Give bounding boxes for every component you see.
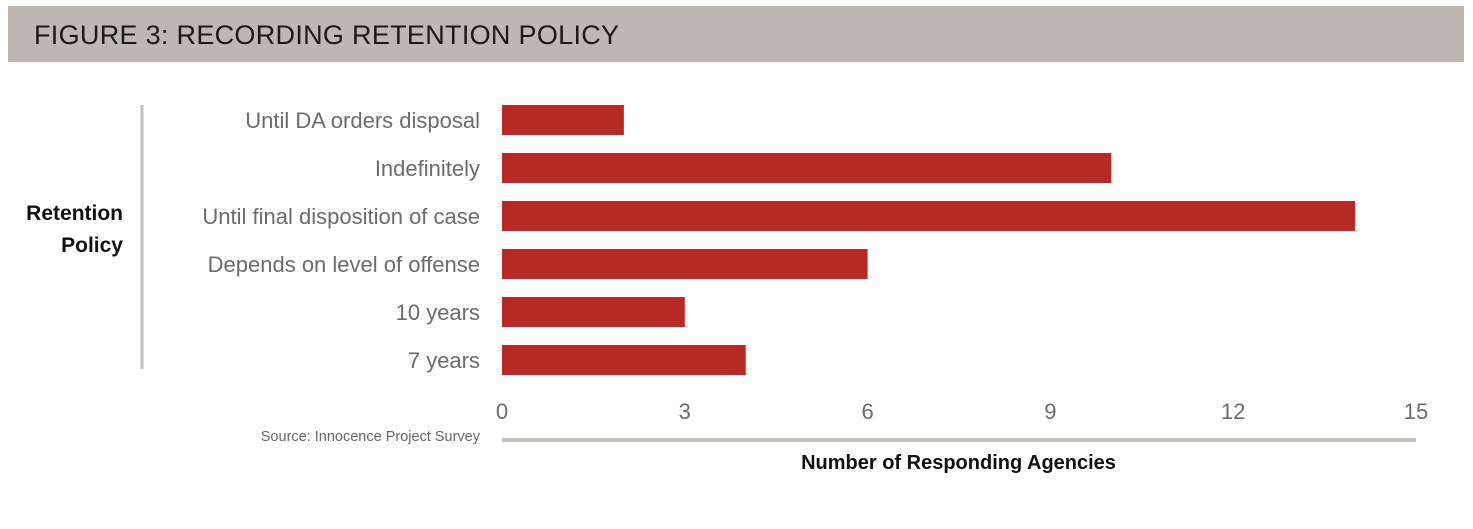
x-tick-label-9: 9	[1044, 399, 1056, 424]
y-axis-title-line-1: Retention	[26, 202, 123, 225]
title-bar: FIGURE 3: RECORDING RETENTION POLICY	[8, 6, 1464, 62]
bar-7-years	[502, 345, 746, 375]
x-axis-title: Number of Responding Agencies	[801, 452, 1116, 474]
x-tick-label-3: 3	[679, 399, 691, 424]
y-axis-title-line-2: Policy	[61, 234, 123, 257]
category-labels-group: Until DA orders disposal Indefinitely Unti…	[202, 108, 480, 373]
x-tick-label-0: 0	[496, 399, 508, 424]
bar-depends-on-level-of-offense	[502, 249, 868, 279]
bar-10-years	[502, 297, 685, 327]
category-label-until-da-orders-disposal: Until DA orders disposal	[245, 108, 480, 133]
x-tick-label-6: 6	[861, 399, 873, 424]
category-label-10-years: 10 years	[396, 300, 480, 325]
y-axis-title: Retention Policy	[26, 198, 123, 262]
category-label-indefinitely: Indefinitely	[375, 156, 480, 181]
category-label-7-years: 7 years	[408, 348, 480, 373]
source-note: Source: Innocence Project Survey	[260, 429, 480, 445]
x-tick-label-12: 12	[1221, 399, 1245, 424]
chart-title: FIGURE 3: RECORDING RETENTION POLICY	[34, 20, 620, 50]
bars-group	[502, 105, 1356, 375]
bar-indefinitely	[502, 153, 1112, 183]
category-label-depends-on-level-of-offense: Depends on level of offense	[208, 252, 480, 277]
x-tick-label-15: 15	[1404, 399, 1428, 424]
bar-until-final-disposition-of-case	[502, 201, 1356, 231]
category-label-until-final-disposition-of-case: Until final disposition of case	[202, 204, 480, 229]
tick-labels-group: 0 3 6 9 12 15	[496, 399, 1428, 424]
bar-until-da-orders-disposal	[502, 105, 624, 135]
